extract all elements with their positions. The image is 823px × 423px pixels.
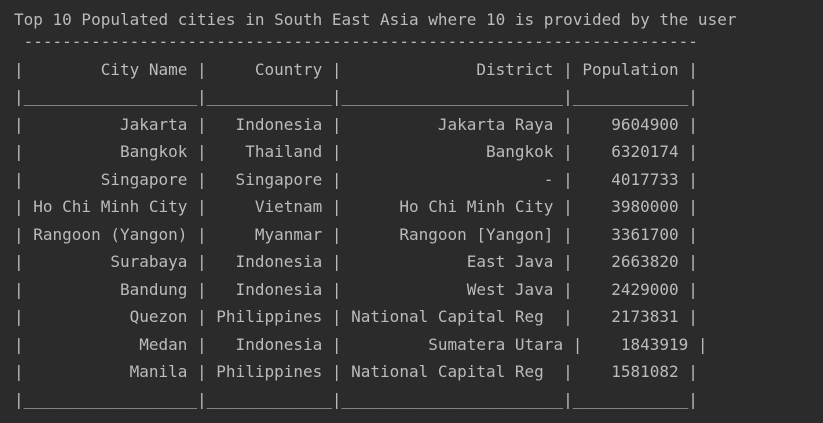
output-heading: Top 10 Populated cities in South East As…: [14, 10, 737, 29]
table-header-separator: |__________________|_____________|______…: [14, 87, 698, 106]
table-row: | Quezon | Philippines | National Capita…: [14, 307, 698, 326]
table-row: | Bangkok | Thailand | Bangkok | 6320174…: [14, 142, 698, 161]
table-row: | Surabaya | Indonesia | East Java | 266…: [14, 252, 698, 271]
table-row: | Bandung | Indonesia | West Java | 2429…: [14, 279, 698, 299]
table-row: | Manila | Philippines | National Capita…: [14, 362, 698, 381]
table-row: | Ho Chi Minh City | Vietnam | Ho Chi Mi…: [14, 197, 698, 216]
table-header-row: | City Name | Country | District | Popul…: [14, 59, 698, 79]
table-bottom-separator: |__________________|_____________|______…: [14, 389, 698, 409]
table-row: | Singapore | Singapore | - | 4017733 |: [14, 169, 698, 189]
table-row: | Medan | Indonesia | Sumatera Utara | 1…: [14, 334, 708, 354]
table-row: | Rangoon (Yangon) | Myanmar | Rangoon […: [14, 224, 698, 244]
table-row: | Jakarta | Indonesia | Jakarta Raya | 9…: [14, 114, 698, 134]
console-output: Top 10 Populated cities in South East As…: [14, 9, 814, 419]
table-top-rule: ----------------------------------------…: [14, 32, 698, 51]
